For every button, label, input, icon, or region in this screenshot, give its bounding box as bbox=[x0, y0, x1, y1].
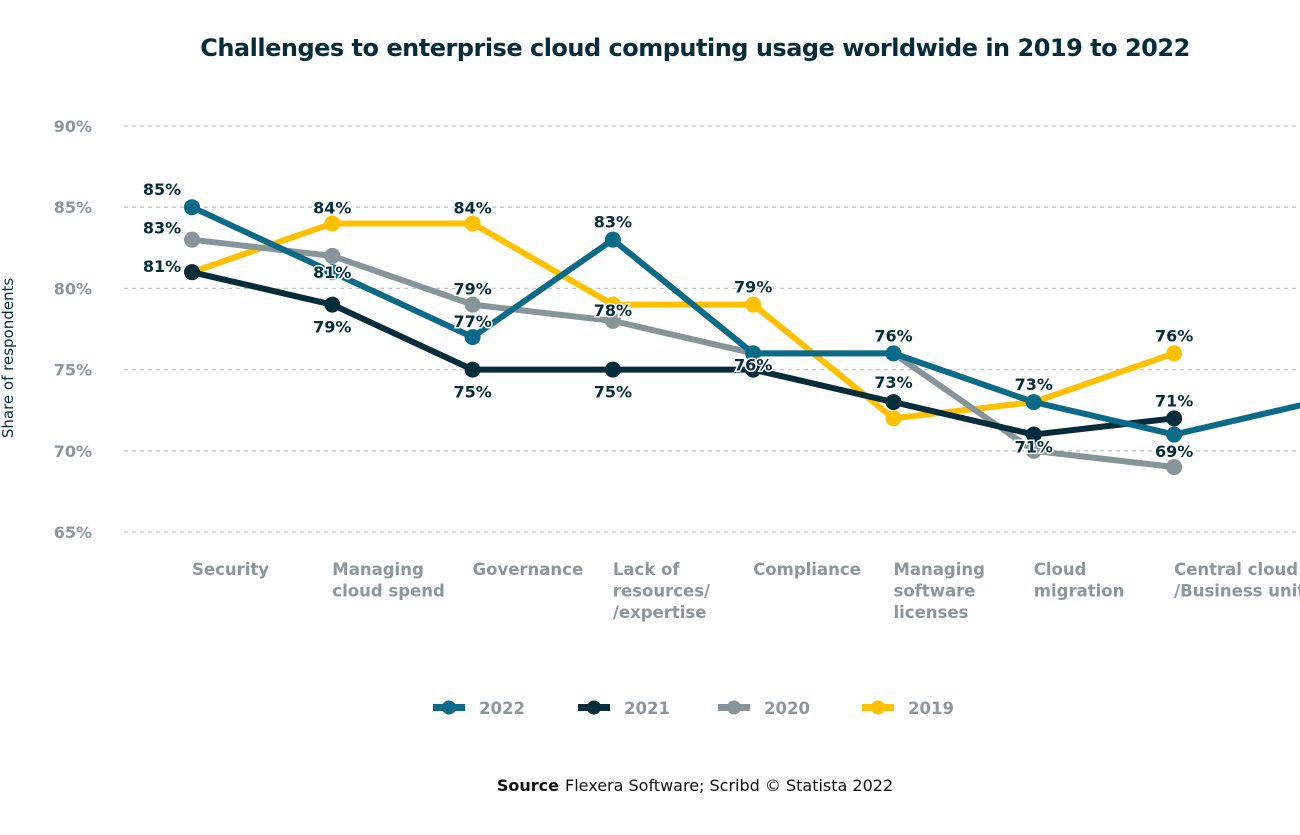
data-point bbox=[324, 264, 341, 281]
series-line bbox=[191, 220, 1176, 422]
data-point bbox=[1025, 394, 1042, 411]
data-label: 83% bbox=[594, 213, 632, 232]
x-tick-label: Compliance bbox=[753, 560, 861, 579]
data-point bbox=[184, 264, 200, 281]
legend-label: 2021 bbox=[624, 699, 670, 718]
y-tick-label: 75% bbox=[54, 361, 92, 380]
x-tick-label: resources/ bbox=[613, 582, 711, 601]
legend-item-2020: 2020 bbox=[718, 699, 810, 718]
chart-title: Challenges to enterprise cloud computing… bbox=[200, 34, 1190, 62]
data-label: 79% bbox=[313, 318, 351, 337]
data-label: 79% bbox=[734, 278, 772, 297]
data-point bbox=[184, 231, 200, 248]
legend-label: 2020 bbox=[764, 699, 810, 718]
data-label: 81% bbox=[313, 263, 351, 282]
data-label: 76% bbox=[1155, 326, 1193, 345]
data-point bbox=[604, 231, 621, 248]
legend-swatch-marker bbox=[871, 700, 885, 715]
data-point bbox=[745, 361, 762, 378]
legend-label: 2019 bbox=[908, 699, 954, 718]
data-point bbox=[745, 296, 762, 313]
data-label: 78% bbox=[594, 301, 632, 320]
y-tick-label: 65% bbox=[54, 523, 92, 542]
x-tick-label: Central cloud bbox=[1174, 560, 1298, 579]
x-tick-label: Security bbox=[192, 560, 269, 579]
x-tick-label: migration bbox=[1034, 582, 1125, 601]
legend-item-2019: 2019 bbox=[862, 699, 954, 718]
source-note: Source Flexera Software; Scribd © Statist… bbox=[0, 776, 1300, 795]
data-label: 69% bbox=[1155, 442, 1193, 461]
data-label: 73% bbox=[1015, 375, 1053, 394]
data-label: 75% bbox=[594, 383, 632, 402]
x-tick-label: /expertise bbox=[613, 603, 707, 622]
source-text: Flexera Software; Scribd © Statista 2022 bbox=[565, 776, 894, 795]
x-tick-label: /Business unit bbox=[1174, 582, 1300, 601]
data-point bbox=[1166, 459, 1183, 476]
x-tick-label: Cloud bbox=[1034, 560, 1087, 579]
series-line bbox=[190, 204, 1300, 438]
source-label: Source bbox=[496, 776, 559, 795]
data-label: 75% bbox=[453, 383, 491, 402]
y-tick-label: 85% bbox=[54, 198, 92, 217]
series-2022 bbox=[184, 199, 1300, 443]
x-tick-label: Managing bbox=[332, 560, 423, 579]
legend-swatch-marker bbox=[727, 700, 741, 715]
legend-swatch-marker bbox=[587, 700, 601, 715]
data-point bbox=[1166, 410, 1183, 427]
data-label: 71% bbox=[1155, 391, 1193, 410]
data-point bbox=[745, 345, 762, 362]
data-point bbox=[464, 296, 481, 313]
data-point bbox=[885, 410, 902, 427]
x-tick-label: Managing bbox=[894, 560, 985, 579]
x-tick-label: software bbox=[894, 582, 976, 601]
data-point bbox=[464, 329, 481, 346]
data-point bbox=[604, 361, 621, 378]
data-label: 76% bbox=[734, 355, 772, 374]
data-point bbox=[1166, 345, 1183, 362]
data-label: 79% bbox=[453, 280, 491, 299]
data-label: 84% bbox=[453, 198, 491, 217]
y-axis-label: Share of respondents bbox=[0, 278, 17, 439]
series-line bbox=[191, 236, 1175, 471]
data-point bbox=[885, 394, 902, 411]
legend-label: 2022 bbox=[479, 699, 525, 718]
legend-item-2021: 2021 bbox=[578, 699, 670, 718]
data-label: 71% bbox=[1015, 438, 1053, 457]
y-tick-label: 90% bbox=[54, 117, 92, 136]
data-point bbox=[604, 296, 621, 313]
data-point bbox=[604, 312, 621, 329]
series-line bbox=[191, 269, 1175, 438]
data-label: 84% bbox=[313, 198, 351, 217]
data-point bbox=[1025, 426, 1042, 443]
data-label: 83% bbox=[143, 219, 181, 238]
data-point bbox=[464, 215, 481, 232]
data-label: 81% bbox=[143, 257, 181, 276]
data-point bbox=[324, 247, 341, 264]
legend-swatch-marker bbox=[442, 700, 456, 715]
y-tick-label: 80% bbox=[54, 279, 92, 298]
data-point bbox=[184, 199, 200, 216]
data-label: 77% bbox=[453, 312, 491, 331]
data-point bbox=[1025, 442, 1042, 459]
x-tick-label: cloud spend bbox=[332, 582, 444, 601]
data-point bbox=[464, 361, 481, 378]
legend-item-2022: 2022 bbox=[433, 699, 525, 718]
data-point bbox=[324, 296, 341, 313]
data-point bbox=[324, 215, 341, 232]
data-label: 73% bbox=[874, 373, 912, 392]
data-label: 85% bbox=[143, 180, 181, 199]
x-tick-label: Lack of bbox=[613, 560, 680, 579]
series-2021 bbox=[184, 264, 1183, 443]
y-tick-label: 70% bbox=[54, 442, 92, 461]
data-label: 76% bbox=[874, 326, 912, 345]
x-tick-label: Governance bbox=[473, 560, 584, 579]
x-tick-label: licenses bbox=[894, 603, 969, 622]
data-point bbox=[885, 345, 902, 362]
data-point bbox=[1166, 426, 1183, 443]
